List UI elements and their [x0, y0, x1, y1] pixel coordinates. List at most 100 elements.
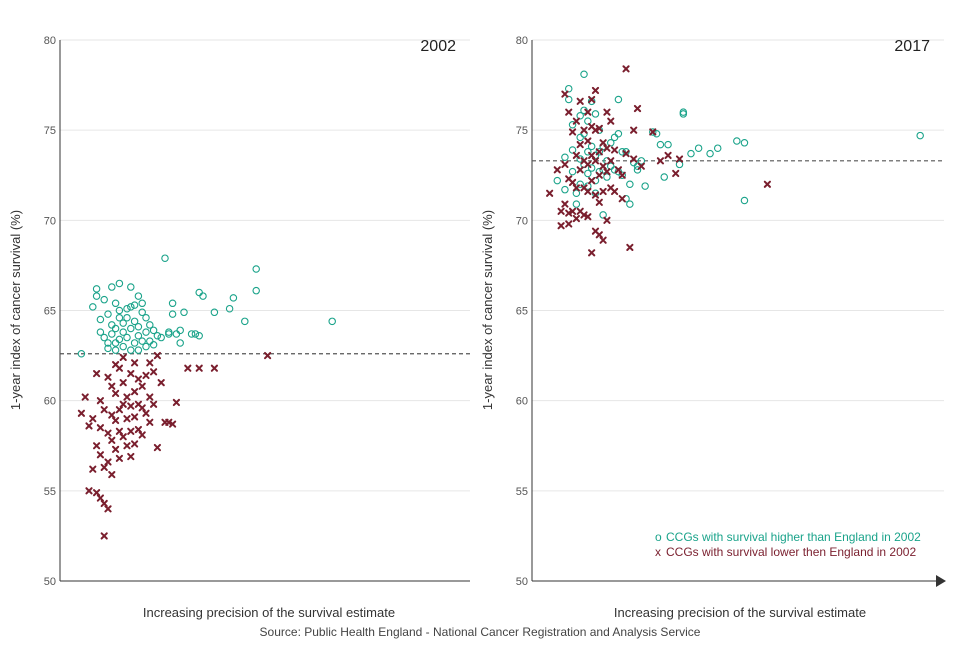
point-higher	[199, 292, 207, 300]
point-lower	[115, 364, 123, 372]
point-lower	[93, 370, 101, 378]
point-lower	[115, 406, 123, 414]
point-higher	[127, 303, 135, 311]
point-lower	[119, 379, 127, 387]
point-lower	[96, 424, 104, 432]
point-lower	[607, 157, 615, 165]
point-lower	[93, 442, 101, 450]
point-lower	[588, 95, 596, 104]
point-lower	[603, 168, 611, 176]
y-tick-label: 70	[44, 215, 56, 227]
panel-title: 2002	[420, 38, 456, 55]
y-axis-title: 1-year index of cancer survival (%)	[8, 210, 23, 410]
point-lower	[104, 458, 112, 466]
point-higher	[96, 328, 105, 336]
point-lower	[630, 126, 638, 134]
point-lower	[576, 140, 584, 149]
point-lower	[622, 150, 630, 158]
point-lower	[112, 389, 120, 398]
point-lower	[584, 213, 592, 221]
point-lower	[675, 155, 684, 163]
x-axis-title: Increasing precision of the survival est…	[143, 605, 395, 620]
point-lower	[85, 487, 93, 495]
point-lower	[546, 189, 554, 197]
y-tick-label: 80	[516, 35, 528, 47]
point-lower	[134, 375, 142, 383]
point-higher	[138, 337, 146, 345]
point-lower	[112, 416, 120, 425]
point-higher	[149, 341, 158, 349]
point-higher	[100, 333, 108, 342]
point-higher	[637, 157, 646, 165]
legend-lower-label: CCGs with survival lower then England in…	[666, 545, 916, 559]
point-higher	[584, 169, 592, 178]
point-higher	[706, 149, 714, 158]
y-tick-label: 75	[516, 125, 528, 137]
point-lower	[588, 151, 596, 160]
point-higher	[108, 321, 116, 329]
point-lower	[93, 489, 101, 497]
point-lower	[572, 214, 580, 223]
panel-title: 2017	[894, 38, 930, 55]
point-lower	[580, 211, 588, 219]
point-higher	[740, 196, 749, 205]
point-lower	[195, 364, 203, 372]
point-higher	[123, 333, 131, 342]
point-higher	[142, 328, 150, 336]
point-lower	[89, 465, 97, 473]
point-higher	[626, 180, 634, 189]
point-higher	[161, 254, 169, 262]
point-lower	[591, 191, 600, 199]
point-higher	[614, 95, 623, 104]
point-lower	[100, 532, 108, 540]
point-higher	[77, 350, 86, 358]
point-lower	[127, 427, 135, 435]
point-higher	[115, 279, 124, 288]
point-higher	[687, 149, 695, 158]
point-lower	[153, 351, 161, 360]
y-tick-label: 50	[516, 576, 528, 588]
point-lower	[119, 433, 127, 441]
point-higher	[733, 137, 741, 145]
legend-higher-symbol: o	[655, 530, 662, 544]
point-higher	[127, 346, 135, 354]
point-lower	[138, 431, 146, 439]
point-higher	[664, 140, 672, 149]
point-higher	[134, 331, 143, 340]
point-higher	[229, 294, 238, 302]
point-lower	[603, 144, 611, 152]
point-lower	[595, 124, 603, 132]
point-higher	[607, 139, 615, 147]
point-higher	[572, 200, 581, 208]
point-higher	[172, 330, 181, 338]
point-higher	[111, 339, 120, 347]
point-lower	[96, 494, 104, 502]
point-higher	[252, 265, 260, 273]
point-lower	[169, 420, 177, 428]
point-higher	[626, 200, 634, 208]
point-higher	[138, 299, 146, 308]
point-higher	[660, 173, 668, 181]
point-lower	[142, 409, 150, 417]
point-lower	[561, 90, 569, 98]
point-lower	[77, 409, 85, 417]
point-higher	[111, 346, 120, 354]
point-lower	[637, 162, 645, 170]
point-lower	[603, 216, 611, 224]
point-higher	[119, 319, 127, 327]
point-higher	[108, 330, 116, 338]
point-higher	[191, 330, 200, 338]
point-higher	[146, 321, 154, 329]
point-lower	[565, 220, 573, 228]
point-lower	[633, 104, 642, 113]
point-lower	[123, 442, 131, 450]
point-higher	[252, 286, 260, 295]
point-higher	[679, 108, 688, 116]
point-lower	[264, 351, 272, 360]
point-lower	[131, 359, 139, 367]
point-higher	[134, 292, 143, 300]
point-lower	[100, 406, 108, 414]
point-lower	[100, 499, 108, 508]
point-higher	[584, 148, 592, 156]
